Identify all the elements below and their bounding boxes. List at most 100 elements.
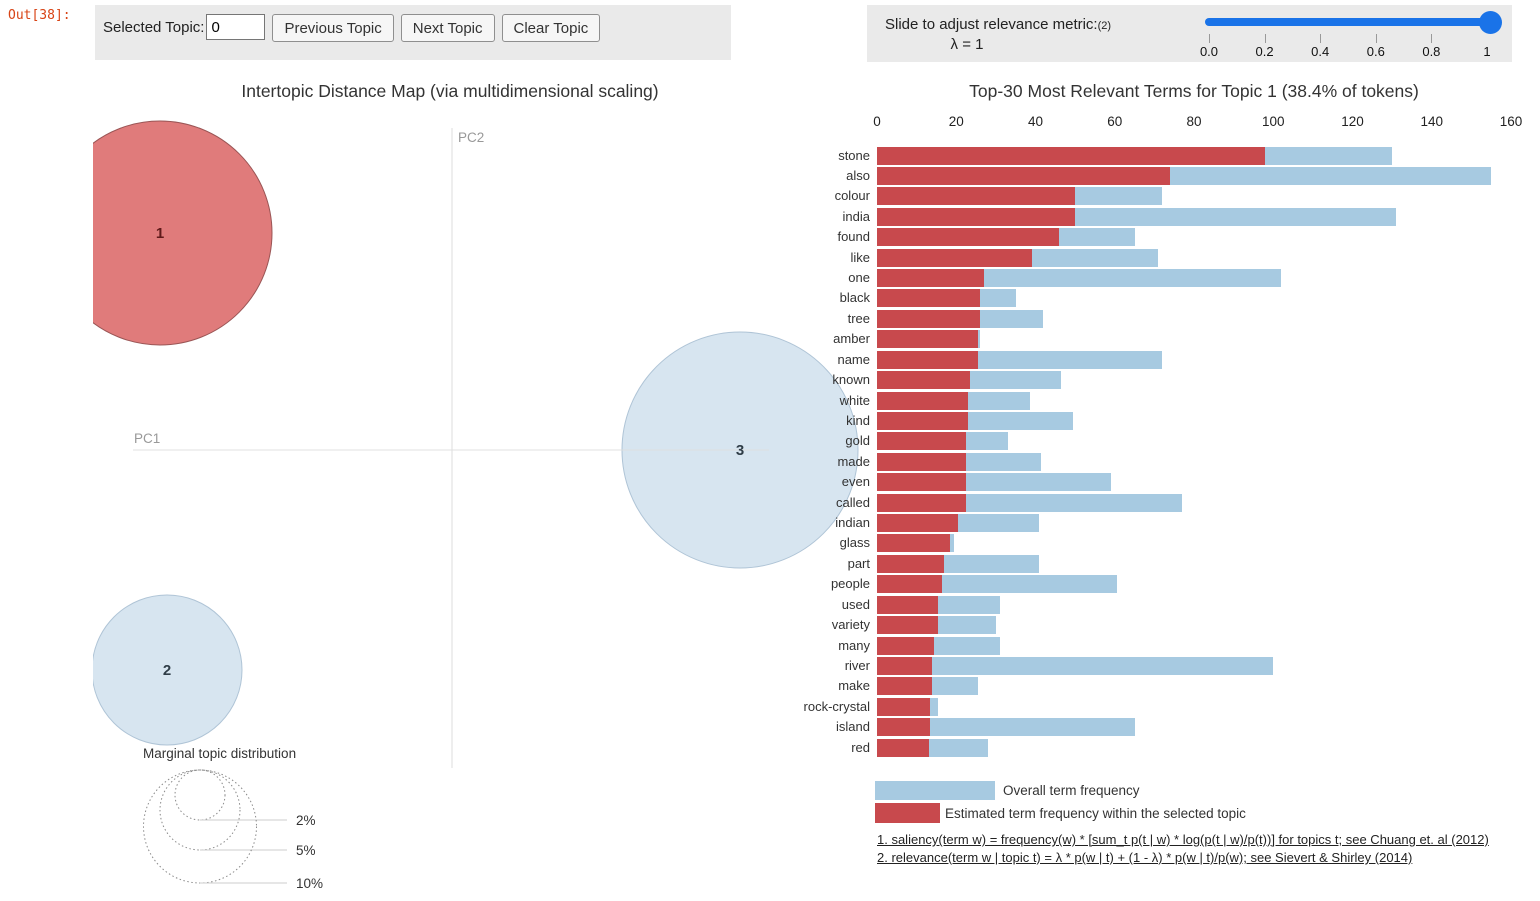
topic-circle[interactable]: [92, 594, 243, 746]
slider-tick: [1320, 34, 1322, 43]
topic-frequency-bar[interactable]: [877, 309, 981, 328]
term-label[interactable]: many: [838, 637, 870, 653]
term-label[interactable]: used: [841, 596, 870, 612]
term-label[interactable]: island: [836, 719, 870, 735]
term-label[interactable]: variety: [831, 617, 870, 633]
term-label[interactable]: found: [837, 229, 870, 245]
topic-frequency-bar[interactable]: [877, 391, 969, 410]
term-label[interactable]: people: [830, 576, 870, 592]
topic-frequency-bar[interactable]: [877, 187, 1076, 206]
legend-topic-swatch: [875, 803, 940, 823]
relevance-slider-panel: Slide to adjust relevance metric:(2) λ =…: [867, 5, 1512, 62]
barchart-title: Top-30 Most Relevant Terms for Topic 1 (…: [969, 81, 1419, 101]
term-label[interactable]: glass: [839, 535, 870, 551]
overall-frequency-bar[interactable]: [877, 718, 1135, 737]
marginal-legend-circle: [159, 769, 241, 851]
intertopic-map-title: Intertopic Distance Map (via multidimens…: [241, 81, 659, 101]
slider-tick: [1431, 34, 1433, 43]
term-label[interactable]: gold: [845, 433, 870, 449]
term-label[interactable]: also: [846, 167, 870, 183]
topic-frequency-bar[interactable]: [877, 330, 979, 349]
x-tick-label: 120: [1341, 114, 1364, 129]
marginal-legend-circle: [174, 769, 226, 821]
clear-topic-button[interactable]: Clear Topic: [501, 14, 601, 42]
term-label[interactable]: stone: [838, 147, 870, 163]
term-label[interactable]: make: [838, 678, 870, 694]
topic-frequency-bar[interactable]: [877, 473, 967, 492]
overall-frequency-bar[interactable]: [877, 657, 1274, 675]
topic-frequency-bar[interactable]: [877, 616, 939, 635]
topic-frequency-bar[interactable]: [877, 595, 939, 614]
term-label[interactable]: one: [848, 270, 870, 286]
term-label[interactable]: rock-crystal: [803, 698, 870, 714]
topic-circle-label: 3: [736, 442, 744, 459]
term-label[interactable]: made: [837, 453, 870, 469]
marginal-legend-circle: [143, 769, 257, 884]
term-label[interactable]: like: [850, 249, 870, 265]
legend-topic-label: Estimated term frequency within the sele…: [945, 806, 1246, 821]
next-topic-button[interactable]: Next Topic: [400, 14, 495, 42]
topic-frequency-bar[interactable]: [877, 493, 967, 512]
slider-track[interactable]: [1205, 18, 1492, 26]
topic-frequency-bar[interactable]: [877, 718, 931, 737]
selected-topic-input[interactable]: [206, 14, 266, 40]
term-label[interactable]: called: [836, 494, 870, 510]
term-label[interactable]: india: [842, 208, 870, 224]
topic-frequency-bar[interactable]: [877, 575, 943, 594]
pc2-label: PC2: [458, 130, 484, 145]
marginal-legend-label: 5%: [296, 843, 316, 858]
slider-tick: [1375, 34, 1377, 43]
slider-tick-label: 0.4: [1311, 44, 1330, 59]
slider-tick: [1264, 34, 1266, 43]
footnote-saliency[interactable]: 1. saliency(term w) = frequency(w) * [su…: [877, 832, 1489, 847]
topic-frequency-bar[interactable]: [877, 432, 967, 451]
term-label[interactable]: red: [851, 739, 870, 755]
term-label[interactable]: white: [839, 392, 870, 408]
lambda-value: λ = 1: [950, 36, 984, 53]
slider-handle[interactable]: [1479, 11, 1502, 34]
slider-tick: [1209, 34, 1210, 43]
slider-tick-label: 1: [1483, 44, 1491, 59]
marginal-legend-title: Marginal topic distribution: [143, 746, 296, 761]
topic-frequency-bar[interactable]: [877, 146, 1266, 165]
term-label[interactable]: even: [841, 474, 870, 490]
topic-frequency-bar[interactable]: [877, 207, 1076, 226]
term-label[interactable]: colour: [834, 188, 870, 204]
topic-frequency-bar[interactable]: [877, 636, 935, 655]
term-label[interactable]: indian: [835, 515, 870, 531]
term-label[interactable]: river: [844, 658, 870, 673]
topic-frequency-bar[interactable]: [877, 248, 1032, 267]
x-tick-label: 60: [1107, 114, 1123, 129]
topic-frequency-bar[interactable]: [877, 350, 979, 369]
topic-frequency-bar[interactable]: [877, 657, 933, 675]
term-label[interactable]: part: [847, 555, 870, 571]
term-label[interactable]: tree: [847, 310, 870, 326]
term-label[interactable]: black: [839, 290, 870, 306]
x-tick-label: 20: [948, 114, 964, 129]
topic-frequency-bar[interactable]: [877, 289, 981, 308]
footnote-relevance[interactable]: 2. relevance(term w | topic t) = λ * p(w…: [877, 850, 1413, 865]
term-label[interactable]: kind: [846, 412, 870, 428]
term-label[interactable]: name: [837, 351, 870, 367]
topic-frequency-bar[interactable]: [877, 269, 984, 288]
slider-tick-label: 0.6: [1366, 44, 1385, 59]
topic-frequency-bar[interactable]: [877, 697, 931, 716]
topic-frequency-bar[interactable]: [877, 534, 951, 553]
term-label[interactable]: known: [832, 372, 870, 388]
topic-frequency-bar[interactable]: [877, 166, 1171, 185]
topic-frequency-bar[interactable]: [877, 452, 967, 471]
topic-frequency-bar[interactable]: [877, 411, 969, 430]
topic-frequency-bar[interactable]: [877, 738, 929, 757]
topic-circle-label: 1: [156, 225, 164, 242]
term-label[interactable]: amber: [833, 331, 870, 347]
out-prompt: Out[38]:: [8, 8, 71, 23]
topic-frequency-bar[interactable]: [877, 677, 933, 696]
topic-frequency-bar[interactable]: [877, 371, 971, 390]
previous-topic-button[interactable]: Previous Topic: [272, 14, 394, 42]
topic-circle[interactable]: [48, 120, 273, 346]
topic-frequency-bar[interactable]: [877, 228, 1060, 247]
topic-frequency-bar[interactable]: [877, 554, 945, 573]
topic-frequency-bar[interactable]: [877, 514, 959, 533]
x-tick-label: 140: [1420, 114, 1444, 129]
